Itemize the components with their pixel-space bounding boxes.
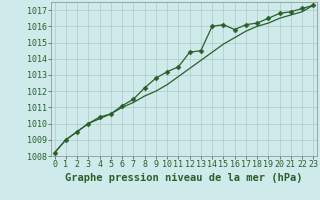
X-axis label: Graphe pression niveau de la mer (hPa): Graphe pression niveau de la mer (hPa) bbox=[65, 173, 303, 183]
